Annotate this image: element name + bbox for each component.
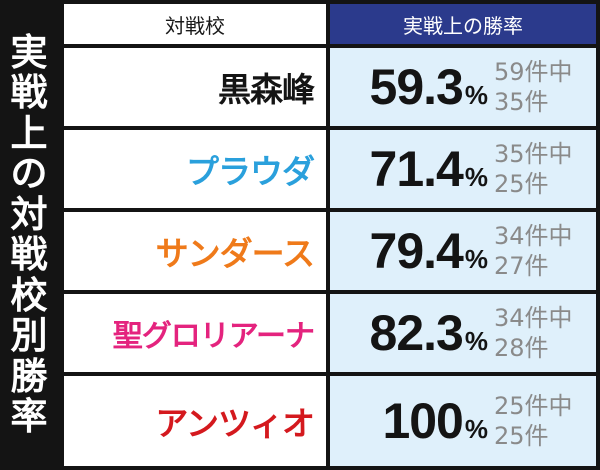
wins-count: 25件 xyxy=(494,170,549,198)
side-title-char: 戦 xyxy=(10,71,48,114)
win-rate: 71.4 % xyxy=(338,130,488,208)
percent-sign: % xyxy=(464,161,488,192)
rate-cell: 59.3 % 59件中 35件 xyxy=(330,48,596,126)
win-rate-value: 71.4 xyxy=(369,141,464,197)
total-matches: 34件中 xyxy=(494,304,573,332)
header-opponent: 対戦校 xyxy=(64,4,326,44)
side-title-char: 実 xyxy=(10,30,48,74)
opponent-name: プラウダ xyxy=(64,130,326,208)
total-matches: 35件中 xyxy=(494,140,573,168)
total-matches: 59件中 xyxy=(494,58,573,86)
side-title-char: 校 xyxy=(10,273,48,317)
percent-sign: % xyxy=(464,325,488,356)
table-row: 黒森峰 59.3 % 59件中 35件 xyxy=(64,48,596,126)
side-title-char: 上 xyxy=(10,111,48,155)
percent-sign: % xyxy=(464,79,488,110)
opponent-name: サンダース xyxy=(64,212,326,290)
table-row: プラウダ 71.4 % 35件中 25件 xyxy=(64,130,596,208)
side-title: 実 戦 上 の 対 戦 校 別 勝 率 xyxy=(0,0,58,470)
rate-cell: 79.4 % 34件中 27件 xyxy=(330,212,596,290)
opponent-name: 黒森峰 xyxy=(64,48,326,126)
match-counts: 59件中 35件 xyxy=(494,54,594,120)
side-title-char: 別 xyxy=(10,314,48,357)
win-rate-value: 100 xyxy=(382,393,463,449)
percent-sign: % xyxy=(464,413,488,444)
side-title-char: 対 xyxy=(10,192,48,236)
table-row: 聖グロリアーナ 82.3 % 34件中 28件 xyxy=(64,294,596,372)
wins-count: 27件 xyxy=(494,252,549,280)
win-rate: 79.4 % xyxy=(338,212,488,290)
side-title-char: の xyxy=(10,152,48,195)
table-row: アンツィオ 100 % 25件中 25件 xyxy=(64,376,596,466)
win-rate: 82.3 % xyxy=(338,294,488,372)
total-matches: 34件中 xyxy=(494,222,573,250)
opponent-name: 聖グロリアーナ xyxy=(64,294,326,372)
win-rate-value: 59.3 xyxy=(369,59,464,115)
rate-cell: 100 % 25件中 25件 xyxy=(330,376,596,466)
header-win-rate: 実戦上の勝率 xyxy=(330,4,596,44)
side-title-char: 勝 xyxy=(10,354,48,398)
match-counts: 25件中 25件 xyxy=(494,388,594,454)
total-matches: 25件中 xyxy=(494,392,573,420)
rate-cell: 71.4 % 35件中 25件 xyxy=(330,130,596,208)
match-counts: 34件中 28件 xyxy=(494,300,594,366)
opponent-name: アンツィオ xyxy=(64,376,326,466)
wins-count: 35件 xyxy=(494,88,549,116)
wins-count: 28件 xyxy=(494,334,549,362)
percent-sign: % xyxy=(464,243,488,274)
win-rate-table: 対戦校 実戦上の勝率 黒森峰 59.3 % 59件中 35件 プラウダ 71.4 xyxy=(64,4,596,466)
win-rate-value: 79.4 xyxy=(369,223,464,279)
win-rate: 100 % xyxy=(338,376,488,466)
win-rate: 59.3 % xyxy=(338,48,488,126)
match-counts: 35件中 25件 xyxy=(494,136,594,202)
side-title-char: 戦 xyxy=(10,233,48,276)
match-counts: 34件中 27件 xyxy=(494,218,594,284)
win-rate-value: 82.3 xyxy=(369,305,464,361)
wins-count: 25件 xyxy=(494,422,549,450)
table-row: サンダース 79.4 % 34件中 27件 xyxy=(64,212,596,290)
side-title-char: 率 xyxy=(10,395,48,438)
rate-cell: 82.3 % 34件中 28件 xyxy=(330,294,596,372)
